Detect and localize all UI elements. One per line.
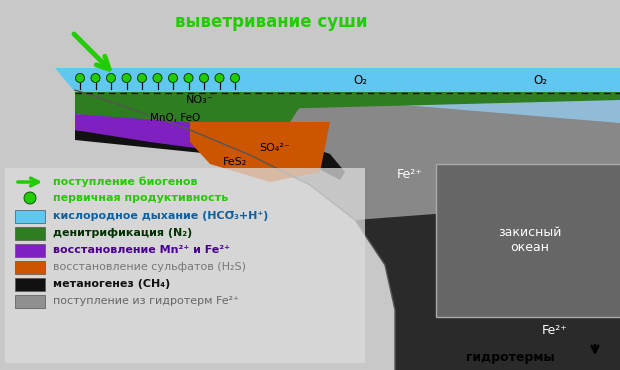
Text: поступление из гидротерм Fe²⁺: поступление из гидротерм Fe²⁺ — [53, 296, 239, 306]
Circle shape — [169, 74, 177, 83]
Circle shape — [76, 74, 84, 83]
Bar — [15, 278, 45, 290]
Polygon shape — [55, 68, 620, 92]
Text: восстановление Mn²⁺ и Fe²⁺: восстановление Mn²⁺ и Fe²⁺ — [53, 245, 230, 255]
Text: денитрификация (N₂): денитрификация (N₂) — [53, 228, 192, 238]
Circle shape — [24, 192, 36, 204]
Bar — [15, 243, 45, 256]
Text: кислородное дыхание (HCO̅₃+H⁺): кислородное дыхание (HCO̅₃+H⁺) — [53, 211, 268, 221]
Polygon shape — [75, 92, 310, 130]
Polygon shape — [75, 90, 620, 370]
Circle shape — [122, 74, 131, 83]
Polygon shape — [75, 92, 620, 114]
Text: первичная продуктивность: первичная продуктивность — [53, 193, 228, 203]
Bar — [15, 209, 45, 222]
Circle shape — [184, 74, 193, 83]
Text: SO₄²⁻: SO₄²⁻ — [260, 143, 290, 153]
Polygon shape — [75, 130, 345, 180]
Text: Fe²⁺: Fe²⁺ — [542, 323, 568, 336]
Text: O₂: O₂ — [353, 74, 367, 87]
Circle shape — [107, 74, 115, 83]
Text: NO₃⁻: NO₃⁻ — [186, 95, 214, 105]
Text: FeS₂: FeS₂ — [223, 157, 247, 167]
Text: Fe²⁺: Fe²⁺ — [397, 168, 423, 182]
Polygon shape — [190, 122, 330, 182]
Text: закисный
океан: закисный океан — [498, 226, 562, 254]
Text: метаногенез (CH₄): метаногенез (CH₄) — [53, 279, 170, 289]
Bar — [15, 260, 45, 273]
Text: выветривание суши: выветривание суши — [175, 13, 368, 31]
Bar — [15, 295, 45, 307]
Text: гидротермы: гидротермы — [466, 352, 554, 364]
Circle shape — [91, 74, 100, 83]
Polygon shape — [355, 200, 620, 370]
Circle shape — [231, 74, 239, 83]
Text: MnO, FeO: MnO, FeO — [150, 113, 200, 123]
Bar — [15, 226, 45, 239]
Text: поступление биогенов: поступление биогенов — [53, 177, 198, 187]
Polygon shape — [200, 68, 620, 123]
Polygon shape — [75, 114, 240, 150]
Circle shape — [138, 74, 146, 83]
Circle shape — [215, 74, 224, 83]
Circle shape — [153, 74, 162, 83]
Circle shape — [200, 74, 208, 83]
Text: O₂: O₂ — [533, 74, 547, 87]
FancyBboxPatch shape — [5, 168, 365, 363]
Text: восстановление сульфатов (H₂S): восстановление сульфатов (H₂S) — [53, 262, 246, 272]
